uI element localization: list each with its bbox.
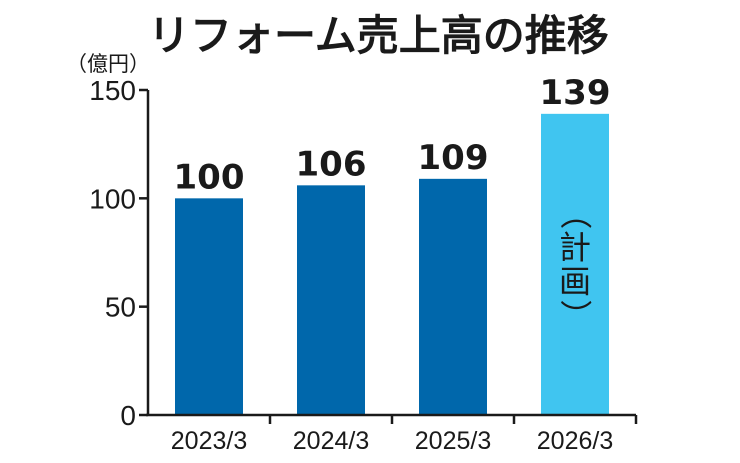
bar (541, 113, 609, 415)
unit-label: （億円） (66, 52, 150, 76)
data-label: 106 (296, 144, 367, 184)
plan-note-char: （ (556, 197, 594, 229)
x-tick-label: 2024/3 (293, 427, 369, 455)
x-tick-label: 2025/3 (415, 427, 491, 455)
x-tick-label: 2023/3 (171, 427, 247, 455)
plan-note-char: 計 (559, 228, 591, 266)
x-axis-labels: 2023/3 2024/3 2025/3 2026/3 (171, 415, 638, 455)
plan-note-char: 画 (559, 262, 591, 300)
chart-title: リフォーム売上高の推移 (148, 11, 609, 60)
y-tick-label: 50 (105, 292, 136, 323)
y-axis-ticks: 0 50 100 150 (89, 75, 148, 431)
y-tick-label: 0 (120, 400, 136, 431)
y-tick-label: 150 (89, 75, 136, 106)
bars: 100 106 109 139 （計画） (174, 73, 611, 415)
x-tick-label: 2026/3 (537, 427, 613, 455)
bar (419, 178, 487, 415)
data-label: 100 (174, 157, 245, 197)
bar (175, 198, 243, 415)
y-tick-label: 100 (89, 183, 136, 214)
data-label: 109 (418, 138, 489, 178)
plan-note-char: ） (556, 299, 594, 331)
data-label: 139 (540, 73, 611, 113)
plan-note: （計画） (556, 197, 594, 331)
bar (297, 185, 365, 415)
